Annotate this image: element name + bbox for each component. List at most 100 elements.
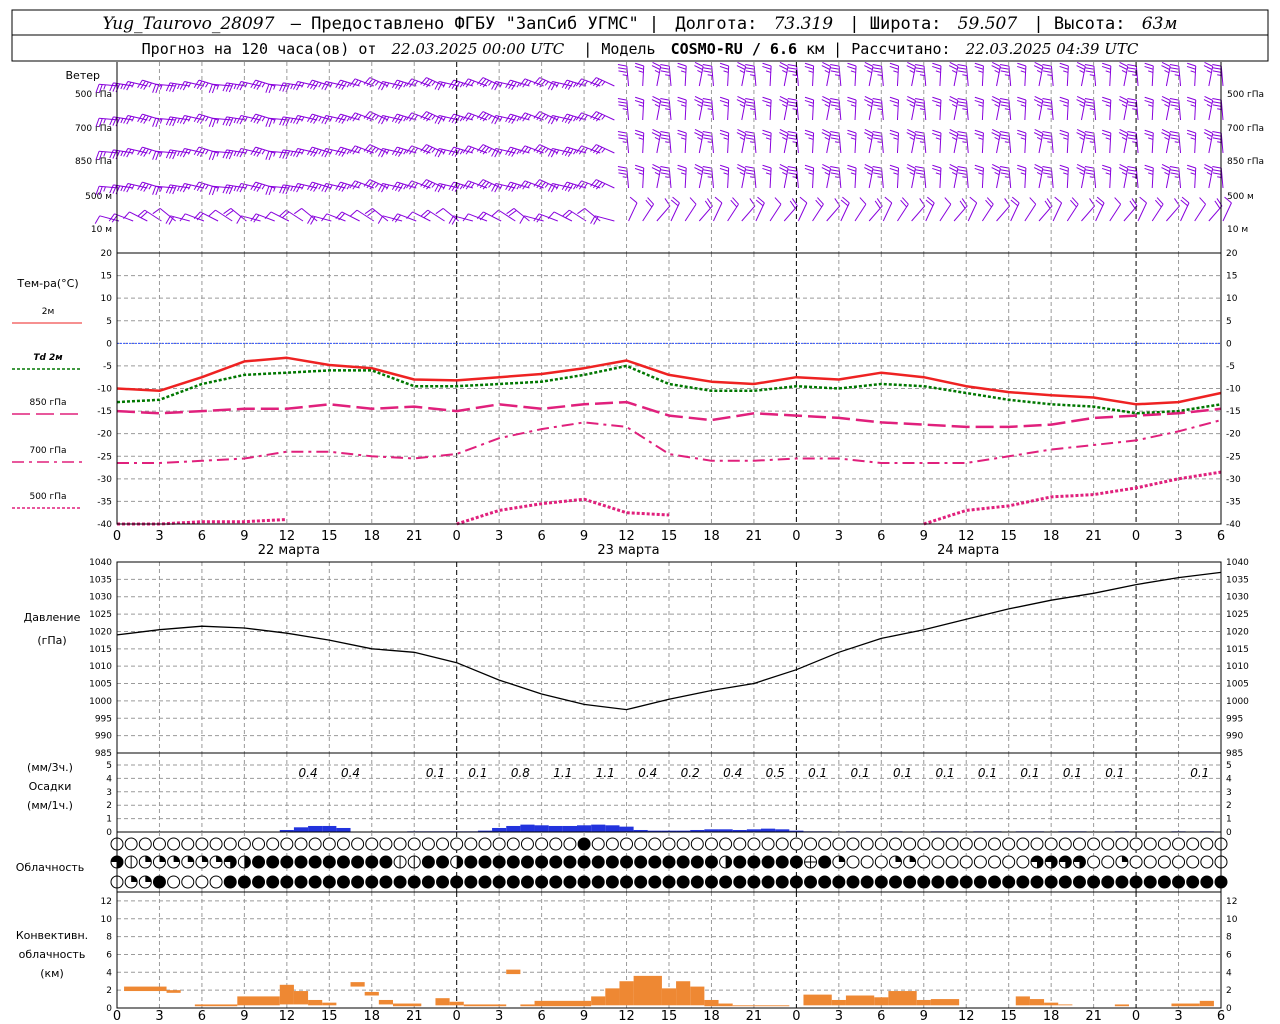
wind-barb-shaft [1135, 100, 1139, 121]
conv-bar [1199, 1000, 1214, 1007]
cloud-cover-icon [903, 855, 917, 869]
wind-barb-flag [465, 181, 472, 190]
cloud-fill-full [663, 856, 675, 868]
wind-barb-flag [423, 180, 430, 189]
wind-barb-flag [697, 104, 703, 108]
wind-barb-shaft [311, 215, 332, 222]
wind-barb-flag [652, 163, 661, 169]
wind-barb-shaft [510, 113, 530, 121]
wind-barb-flag [491, 115, 497, 124]
wind-barb-flag [494, 183, 500, 193]
cloud-circle [605, 837, 619, 851]
wind-barb-flag [622, 108, 628, 111]
cloud-circle [733, 837, 747, 851]
wind-barb-flag [592, 180, 600, 189]
wind-barb-flag [442, 184, 446, 190]
wind-barb-flag [363, 111, 371, 119]
wind-barb-flag [193, 181, 200, 191]
cloud-cover-icon [1016, 875, 1030, 889]
wind-barb-shaft [923, 100, 927, 121]
wind-barb-flag [420, 77, 427, 85]
cloud-cover-icon [1016, 837, 1030, 851]
wind-barb-flag [1020, 137, 1026, 140]
wind-barb-flag [555, 149, 560, 155]
wind-barb-flag [949, 61, 959, 67]
wind-barb-flag [448, 146, 455, 156]
wind-barb-shaft [826, 168, 831, 189]
wind-barb-flag [787, 169, 798, 172]
wind-barb-flag [974, 99, 984, 104]
wind-barb-shaft [711, 100, 714, 121]
xaxis-hour-label-bottom: 6 [1217, 1009, 1225, 1024]
precip-ytick-left: 0 [106, 828, 112, 838]
wind-barb-flag [958, 104, 968, 107]
wind-level-label-left: 500 м [85, 192, 112, 202]
cloud-cover-icon [535, 875, 549, 889]
wind-barb-shaft [240, 81, 261, 87]
wind-barb-flag [1076, 163, 1086, 169]
wind-barb-shaft [1178, 168, 1182, 189]
cloud-cover-icon [804, 875, 818, 889]
wind-barb-flag [454, 81, 461, 90]
wind-barb-shaft [215, 209, 233, 222]
wind-barb-flag [1174, 108, 1180, 111]
cloud-cover-icon [492, 855, 506, 869]
wind-barb-flag [470, 147, 475, 153]
cloud-cover-icon [789, 855, 803, 869]
cloud-cover-icon [152, 875, 166, 889]
wind-barb-shaft [1220, 133, 1224, 154]
precip-bar [577, 825, 592, 832]
wind-barb-shaft [581, 180, 601, 189]
cloud-fill-full [960, 876, 973, 888]
cloud-circle [804, 837, 818, 851]
wind-barb-flag [635, 62, 644, 67]
cloud-circle [874, 837, 888, 851]
wind-barb-flag [165, 149, 171, 159]
wind-barb-flag [442, 149, 446, 155]
wind-barb-shaft [1080, 100, 1086, 121]
wind-barb-flag [978, 104, 984, 107]
wind-barb-flag [915, 172, 925, 175]
wind-barb-flag [406, 112, 413, 121]
cloud-fill-full [379, 876, 392, 888]
wind-barb-flag [511, 148, 517, 157]
wind-barb-flag [723, 104, 729, 107]
wind-barb-flag [505, 146, 511, 156]
wind-barb-shaft [826, 133, 831, 154]
wind-barb-flag [177, 84, 180, 90]
wind-barb-flag [482, 146, 490, 155]
wind-barb-flag [349, 112, 356, 121]
wind-barb-flag [1148, 70, 1154, 73]
cloud-cover-icon [223, 837, 237, 851]
wind-barb-flag [1085, 137, 1095, 140]
cloud-fill-quarter [131, 876, 138, 882]
wind-barb-flag [919, 74, 925, 77]
conv-bar [661, 988, 677, 1006]
cloud-cover-icon [1101, 875, 1115, 889]
xaxis-hour-label-bottom: 3 [835, 1009, 843, 1024]
wind-barb-flag [634, 167, 644, 172]
wind-barb-shaft [1052, 202, 1063, 222]
wind-barb-flag [1212, 101, 1222, 104]
wind-barb-flag [719, 62, 729, 67]
wind-barb-shaft [1080, 66, 1086, 87]
wind-barb-flag [516, 149, 520, 155]
wind-barb-flag [120, 84, 124, 90]
wind-barb-flag [821, 99, 831, 104]
wind-barb-flag [522, 146, 529, 155]
cloud-cover-icon [1200, 837, 1214, 851]
wind-barb-flag [787, 166, 797, 169]
wind-barb-flag [386, 82, 390, 88]
wind-barb-flag [703, 134, 713, 137]
conv-bar [845, 995, 875, 1006]
wind-barb-flag [788, 172, 798, 175]
precip-3h-label: 0.1 [1105, 766, 1124, 780]
wind-barb-flag [654, 104, 660, 108]
cloud-cover-icon [917, 837, 931, 851]
wind-barb-flag [1121, 104, 1127, 108]
cloud-fill-full [578, 838, 591, 850]
wind-barb-shaft [896, 133, 900, 154]
wind-barb-flag [479, 112, 487, 121]
wind-barb-flag [974, 132, 984, 137]
wind-barb-flag [459, 116, 464, 122]
